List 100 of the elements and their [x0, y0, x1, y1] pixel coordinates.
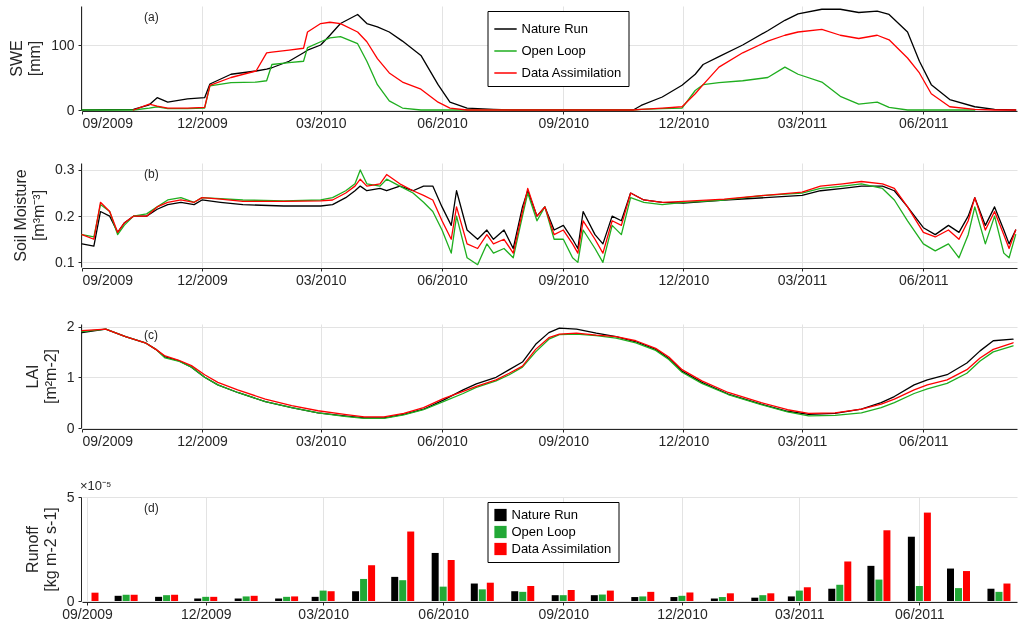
bar	[844, 561, 852, 601]
y-tick-label: 2	[66, 318, 75, 335]
x-tick-label: 03/2010	[298, 605, 350, 622]
bar	[670, 597, 678, 601]
x-tick-label: 09/2010	[538, 432, 590, 449]
bar	[527, 586, 535, 601]
y-tick-label: 0.3	[55, 161, 75, 178]
bar	[391, 576, 399, 601]
x-tick-label: 12/2009	[177, 432, 229, 449]
x-tick-label: 12/2010	[658, 114, 710, 131]
bar	[803, 587, 811, 601]
bar	[590, 595, 598, 601]
bar	[828, 588, 836, 601]
x-tick-label: 06/2010	[417, 271, 469, 288]
bar	[963, 571, 971, 601]
bar	[995, 591, 1003, 601]
bar	[867, 565, 875, 601]
x-tick-label: 06/2010	[417, 114, 469, 131]
legend-label: Data Assimilation	[521, 65, 622, 80]
x-tick-label: 03/2011	[777, 432, 828, 449]
bar	[836, 584, 844, 601]
legend-label: Open Loop	[521, 43, 586, 58]
y-axis-title: SWE [mm]	[8, 40, 44, 77]
bar	[907, 536, 915, 601]
x-tick-label: 06/2010	[418, 605, 470, 622]
bar	[726, 593, 734, 601]
bar	[883, 530, 891, 601]
bar	[399, 580, 407, 601]
bar	[751, 597, 759, 601]
x-tick-label: 03/2011	[777, 271, 828, 288]
bar	[352, 591, 360, 601]
bar	[130, 594, 138, 601]
text: ×10⁻⁵	[80, 478, 112, 493]
bar	[795, 590, 803, 601]
x-tick-label: 03/2010	[295, 114, 347, 131]
bar	[478, 589, 486, 601]
x-tick-label: 12/2009	[180, 605, 232, 622]
bar	[155, 596, 163, 601]
bar	[447, 560, 455, 601]
bar	[91, 592, 99, 601]
y-tick-label: 1	[66, 368, 75, 385]
bar	[767, 593, 775, 601]
x-tick-label: 09/2009	[82, 432, 134, 449]
x-tick-label: 12/2010	[657, 605, 708, 622]
bar	[519, 591, 527, 601]
annotation: (a)	[144, 10, 159, 24]
bar	[639, 596, 647, 601]
bar	[1003, 583, 1011, 601]
legend-label: Nature Run	[521, 21, 588, 36]
bar	[567, 589, 575, 601]
bar	[678, 595, 686, 601]
x-tick-label: 06/2011	[895, 605, 945, 622]
bar	[163, 595, 171, 601]
x-tick-label: 09/2010	[538, 605, 590, 622]
y-tick-label: 0	[66, 101, 75, 118]
x-tick-label: 06/2010	[417, 432, 469, 449]
bar	[511, 591, 519, 601]
y-tick-label: 0.2	[55, 207, 75, 224]
bar	[242, 596, 250, 601]
x-tick-label: 03/2010	[295, 271, 347, 288]
bar	[327, 591, 335, 601]
bar	[759, 595, 767, 601]
x-tick-label: 12/2010	[658, 432, 710, 449]
legend-label: Open Loop	[511, 524, 576, 539]
bar	[686, 592, 694, 601]
x-tick-label: 03/2011	[775, 605, 825, 622]
x-tick-label: 09/2009	[82, 114, 134, 131]
bar	[787, 596, 795, 601]
y-tick-label: 5	[66, 488, 75, 505]
bar	[947, 568, 955, 601]
y-axis-title: Runoff [kg m-2 s-1]	[23, 507, 59, 592]
bar	[122, 594, 130, 601]
bar	[311, 596, 319, 601]
bar	[559, 595, 567, 601]
bar	[250, 595, 258, 601]
bar	[647, 591, 655, 601]
bar	[114, 595, 122, 601]
bar	[283, 596, 291, 601]
annotation: (d)	[144, 501, 159, 515]
annotation: (c)	[144, 328, 158, 342]
x-tick-label: 03/2011	[777, 114, 828, 131]
bar	[360, 578, 368, 601]
x-tick-label: 03/2010	[295, 432, 347, 449]
x-tick-label: 06/2011	[899, 271, 949, 288]
x-tick-label: 09/2010	[538, 114, 590, 131]
bar	[875, 579, 883, 601]
y-tick-label: 100	[51, 36, 75, 53]
y-tick-label: 0.1	[55, 253, 75, 270]
bar	[551, 595, 559, 601]
legend-label: Nature Run	[511, 507, 578, 522]
bar	[439, 586, 447, 601]
bar	[171, 594, 179, 601]
bar	[915, 586, 923, 601]
x-tick-label: 09/2009	[82, 271, 134, 288]
x-tick-label: 06/2011	[899, 432, 949, 449]
bar	[470, 583, 478, 601]
bar	[202, 596, 210, 601]
bar	[407, 531, 415, 601]
bar	[606, 590, 614, 601]
x-tick-label: 12/2009	[177, 114, 229, 131]
